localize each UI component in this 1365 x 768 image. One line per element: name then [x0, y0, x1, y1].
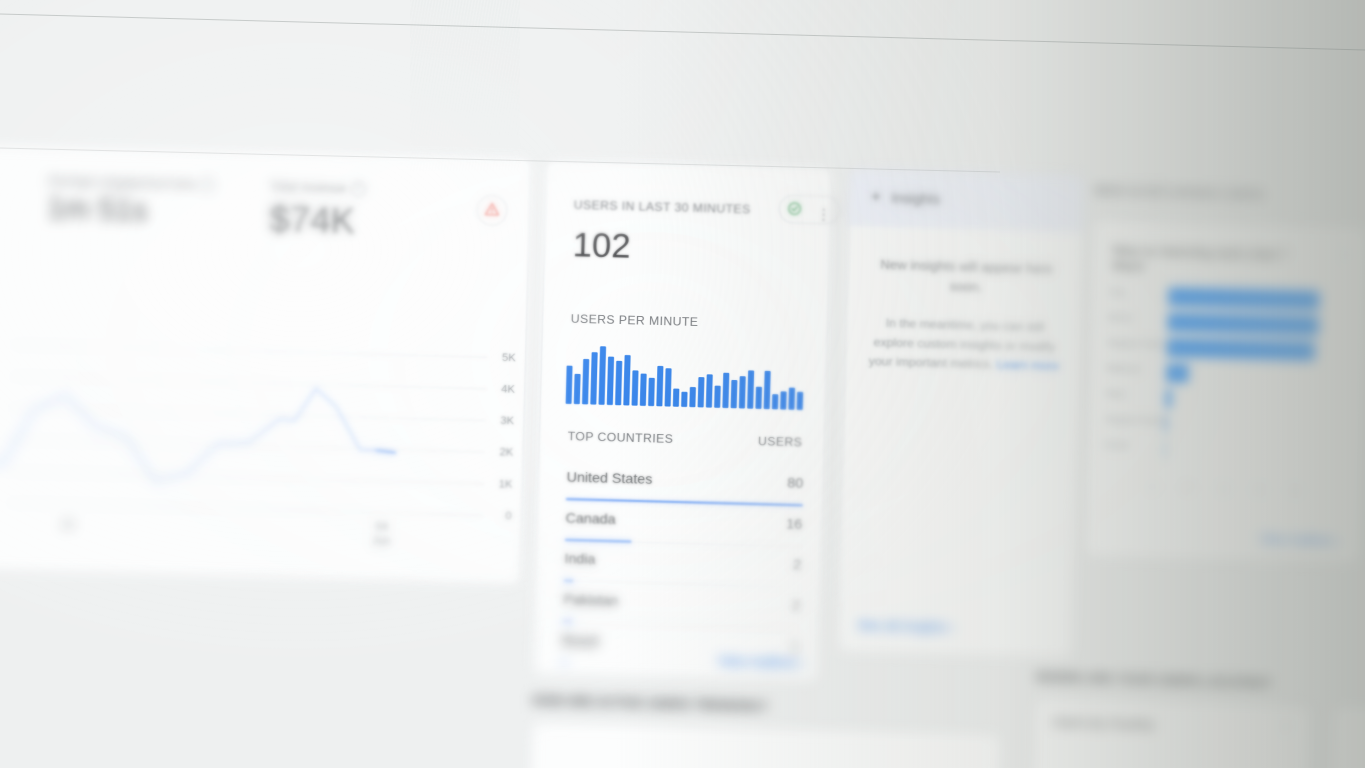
svg-text:0: 0	[505, 510, 512, 522]
svg-text:Paid: Paid	[1106, 389, 1125, 399]
svg-text:04: 04	[375, 521, 388, 533]
svg-text:5K: 5K	[502, 352, 517, 364]
svg-text:4K: 4K	[501, 383, 516, 395]
svg-text:Referral: Referral	[1107, 363, 1140, 374]
svg-text:Jun: Jun	[372, 535, 390, 547]
svg-text:28: 28	[61, 519, 74, 531]
svg-text:3K: 3K	[500, 415, 515, 427]
svg-text:Org: Org	[1109, 287, 1125, 297]
svg-text:1K: 1K	[499, 478, 514, 490]
svg-text:Direct: Direct	[1108, 312, 1133, 323]
svg-text:2K: 2K	[499, 447, 514, 459]
svg-text:Organic Search: Organic Search	[1108, 338, 1172, 350]
svg-text:Organic Social: Organic Social	[1106, 414, 1166, 426]
svg-text:Email: Email	[1105, 440, 1128, 451]
